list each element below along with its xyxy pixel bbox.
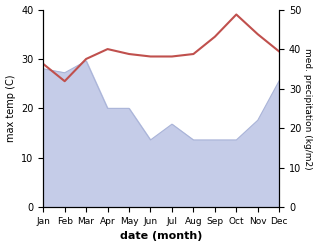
Y-axis label: med. precipitation (kg/m2): med. precipitation (kg/m2) bbox=[303, 48, 313, 169]
Y-axis label: max temp (C): max temp (C) bbox=[5, 75, 16, 142]
X-axis label: date (month): date (month) bbox=[120, 231, 203, 242]
